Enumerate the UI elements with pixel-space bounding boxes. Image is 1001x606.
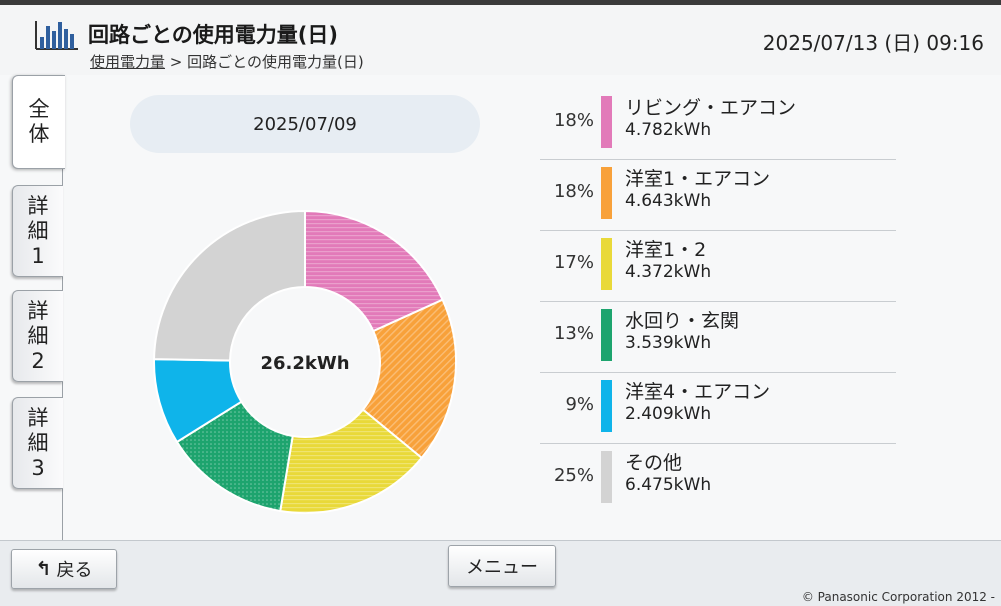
tab-label-char: 詳	[27, 193, 49, 218]
legend-name: 洋室1・2	[625, 239, 707, 261]
legend-item: 17% 洋室1・2 4.372kWh	[540, 231, 896, 302]
tab-label-char: 詳	[27, 405, 49, 430]
legend-value: 6.475kWh	[625, 475, 712, 495]
menu-button[interactable]: メニュー	[448, 545, 556, 587]
donut-slice-texture	[362, 299, 456, 458]
legend-value: 4.372kWh	[625, 262, 712, 282]
legend-name: 水回り・玄関	[625, 310, 740, 332]
menu-button-label: メニュー	[466, 557, 538, 578]
breadcrumb-current: 回路ごとの使用電力量(日)	[187, 53, 364, 71]
header: 回路ごとの使用電力量(日) 使用電力量 > 回路ごとの使用電力量(日) 2025…	[0, 5, 1001, 75]
tab-label-char: 詳	[27, 298, 49, 323]
tab-detail-1[interactable]: 詳 細 1	[12, 185, 63, 277]
legend-percent: 9%	[565, 394, 594, 415]
donut-slice	[153, 209, 306, 362]
tab-detail-3[interactable]: 詳 細 3	[12, 397, 63, 489]
tab-label-char: 体	[28, 122, 50, 146]
legend-value: 4.643kWh	[625, 191, 712, 211]
copyright-text: © Panasonic Corporation 2012 -	[801, 590, 995, 604]
breadcrumb: 使用電力量 > 回路ごとの使用電力量(日)	[90, 51, 364, 72]
legend-swatch	[601, 309, 612, 361]
legend-value: 2.409kWh	[625, 404, 712, 424]
legend-item: 25% その他 6.475kWh	[540, 444, 896, 514]
back-button-label: 戻る	[56, 560, 93, 581]
legend-percent: 18%	[553, 110, 594, 131]
donut-slice-texture	[280, 409, 422, 513]
donut-slice-texture	[305, 211, 443, 332]
datetime-display: 2025/07/13 (日) 09:16	[762, 31, 984, 55]
legend-swatch	[601, 380, 612, 432]
footer: ↰ 戻る メニュー © Panasonic Corporation 2012 -	[0, 540, 1001, 606]
legend-name: その他	[625, 452, 683, 474]
tab-label-char: 3	[31, 455, 45, 480]
date-selector[interactable]: 2025/07/09	[130, 95, 480, 153]
donut-chart: 26.2kWh	[153, 209, 457, 514]
tab-detail-2[interactable]: 詳 細 2	[12, 290, 63, 382]
legend-percent: 25%	[553, 465, 594, 486]
legend-name: 洋室1・エアコン	[625, 168, 771, 190]
tab-label-char: 細	[27, 430, 49, 455]
legend-swatch	[601, 238, 612, 290]
back-arrow-icon: ↰	[35, 558, 52, 580]
legend-item: 18% 洋室1・エアコン 4.643kWh	[540, 160, 896, 231]
screen: 回路ごとの使用電力量(日) 使用電力量 > 回路ごとの使用電力量(日) 2025…	[0, 5, 1001, 606]
bar-chart-icon	[35, 21, 78, 50]
breadcrumb-link-usage[interactable]: 使用電力量	[90, 53, 166, 71]
tab-label-char: 全	[28, 97, 50, 121]
legend-value: 4.782kWh	[625, 120, 712, 140]
tab-all[interactable]: 全 体	[12, 75, 65, 169]
legend-name: 洋室4・エアコン	[625, 381, 771, 403]
tab-label-char: 2	[31, 348, 45, 373]
legend-swatch	[601, 451, 612, 503]
donut-slice-texture	[176, 401, 293, 511]
tab-label-char: 細	[27, 323, 49, 348]
legend-percent: 17%	[553, 252, 594, 273]
legend-item: 9% 洋室4・エアコン 2.409kWh	[540, 373, 896, 444]
page-title: 回路ごとの使用電力量(日)	[88, 23, 338, 47]
back-button[interactable]: ↰ 戻る	[11, 549, 117, 589]
donut-center-label: 26.2kWh	[260, 353, 349, 374]
legend-name: リビング・エアコン	[625, 97, 797, 119]
tab-label-char: 1	[31, 243, 45, 268]
legend-item: 13% 水回り・玄関 3.539kWh	[540, 302, 896, 373]
legend-swatch	[601, 96, 612, 148]
legend-percent: 13%	[553, 323, 594, 344]
legend-value: 3.539kWh	[625, 333, 712, 353]
breadcrumb-separator: >	[169, 53, 183, 71]
legend: 18% リビング・エアコン 4.782kWh 18% 洋室1・エアコン 4.643kWh 1…	[540, 89, 896, 514]
legend-swatch	[601, 167, 612, 219]
date-label: 2025/07/09	[253, 113, 357, 135]
legend-item: 18% リビング・エアコン 4.782kWh	[540, 89, 896, 160]
legend-percent: 18%	[553, 181, 594, 202]
tab-label-char: 細	[27, 218, 49, 243]
